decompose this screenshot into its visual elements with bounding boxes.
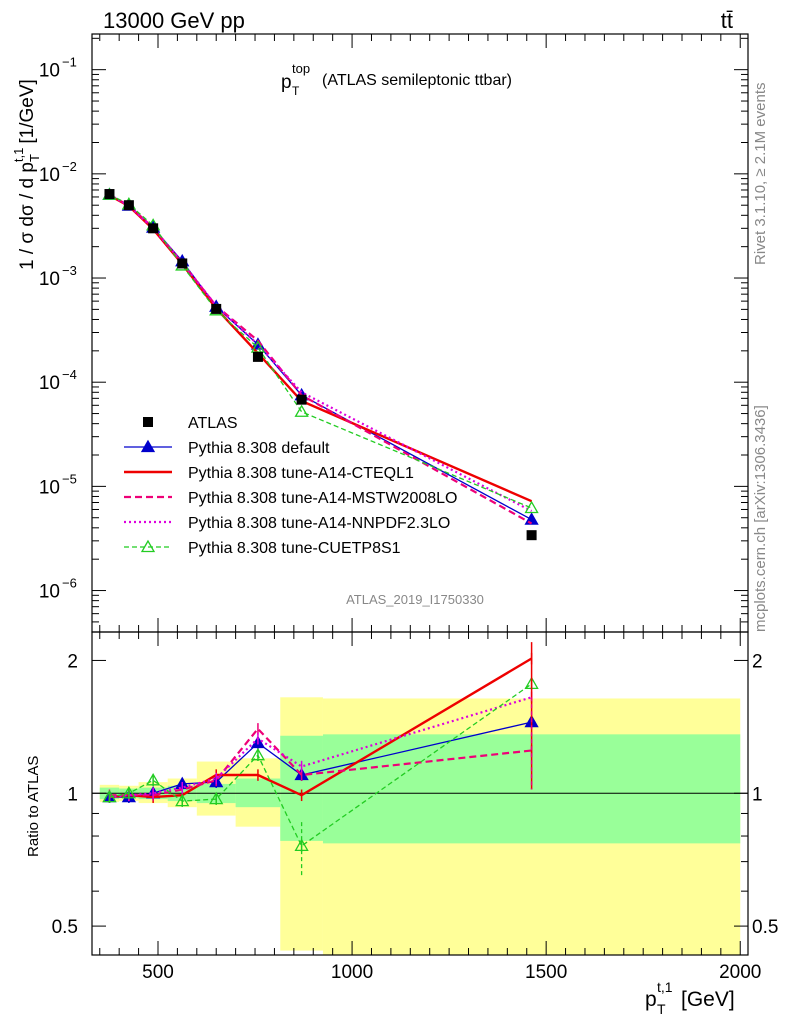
y-axis-label-top: 1 / σ dσ / d pTt,1 [1/GeV] <box>11 79 42 270</box>
title-sub: T <box>292 84 300 98</box>
y-tick-label-top: 10 <box>39 61 60 82</box>
y-tick-label-top: 10 <box>39 165 60 186</box>
y-tick-label-top-exp: −2 <box>62 159 77 174</box>
marker-atlas <box>296 394 307 405</box>
y-axis-label-bottom: Ratio to ATLAS <box>25 756 42 857</box>
svg-text:(ATLAS semileptonic ttbar): (ATLAS semileptonic ttbar) <box>322 72 512 89</box>
marker-cuetp <box>294 404 309 417</box>
svg-text:t,1: t,1 <box>657 979 673 995</box>
legend-label-nnpdf: Pythia 8.308 tune-A14-NNPDF2.3LO <box>188 515 450 532</box>
x-axis-label: p T t,1 [GeV] <box>645 979 735 1017</box>
y-tick-label-bottom-right: 0.5 <box>752 917 778 938</box>
marker-atlas <box>211 303 222 314</box>
legend-label-cteq: Pythia 8.308 tune-A14-CTEQL1 <box>188 465 414 482</box>
legend-label-mstw: Pythia 8.308 tune-A14-MSTW2008LO <box>188 490 457 507</box>
legend: ATLAS Pythia 8.308 default Pythia 8.308 tu… <box>124 415 457 557</box>
data-series <box>102 187 539 876</box>
svg-text:T: T <box>292 84 300 98</box>
ylabel-top-main: 1 / σ dσ / d p <box>17 162 38 270</box>
xlabel-sub: T <box>657 1001 666 1017</box>
legend-swatch-atlas <box>143 417 153 427</box>
marker-cuetp <box>175 793 190 807</box>
y-tick-label-top-exp: −5 <box>62 471 77 486</box>
curve-ratio-cuetp <box>109 683 532 847</box>
x-tick-label: 2000 <box>719 962 761 983</box>
axis-ticks: 10−610−510−410−310−210 −1500 1000 1500 20000… <box>39 34 778 983</box>
y-tick-label-bottom-left: 1 <box>67 784 78 805</box>
svg-text:[GeV]: [GeV] <box>681 988 735 1011</box>
y-tick-label-top-exp: −1 <box>62 55 77 70</box>
marker-atlas <box>177 258 188 269</box>
marker-cuetp <box>524 500 539 514</box>
svg-text:p: p <box>281 72 292 93</box>
marker-atlas <box>148 223 159 234</box>
legend-label-cuetp: Pythia 8.308 tune-CUETP8S1 <box>188 540 401 557</box>
y-tick-label-bottom-right: 2 <box>752 651 763 672</box>
svg-text:1 / σ dσ / d pTt,1[1/GeV]: 1 / σ dσ / d pTt,1 [1/GeV] <box>11 79 42 270</box>
marker-atlas <box>123 200 134 211</box>
y-tick-label-top: 10 <box>39 477 60 498</box>
marker-cuetp <box>146 772 161 786</box>
svg-text:top: top <box>292 61 310 76</box>
legend-marker-cuetp <box>140 539 156 553</box>
mcplots-label: mcplots.cern.ch [arXiv:1306.3436] <box>752 405 769 632</box>
analysis-watermark: ATLAS_2019_I1750330 <box>346 592 484 607</box>
y-tick-label-top-exp: −3 <box>62 263 77 278</box>
xlabel-sup: t,1 <box>657 979 673 995</box>
legend-label-atlas: ATLAS <box>188 415 238 432</box>
x-tick-label: 500 <box>142 962 174 983</box>
y-tick-label-top-exp: −6 <box>62 576 77 591</box>
marker-cuetp <box>209 791 224 805</box>
marker-cuetp <box>102 789 117 803</box>
marker-cuetp <box>121 785 136 799</box>
y-tick-label-top: 10 <box>39 269 60 290</box>
marker-atlas <box>252 351 263 362</box>
xlabel-symbol: p <box>645 988 657 1011</box>
header-energy: 13000 GeV pp <box>103 8 245 33</box>
y-tick-label-bottom-left: 2 <box>67 651 78 672</box>
xlabel-unit: [GeV] <box>681 988 735 1011</box>
marker-atlas <box>526 530 537 541</box>
curve-top-nnpdf <box>108 193 533 512</box>
x-tick-label: 1000 <box>331 962 373 983</box>
y-tick-label-bottom-left: 0.5 <box>52 917 78 938</box>
main-title: p T top (ATLAS semileptonic ttbar) <box>281 61 512 98</box>
title-text: (ATLAS semileptonic ttbar) <box>322 72 512 89</box>
ylabel-top-sub: T <box>27 154 42 162</box>
title-symbol: p <box>281 72 292 93</box>
x-tick-label: 1500 <box>525 962 567 983</box>
ylabel-top-unit: [1/GeV] <box>17 79 38 143</box>
ratio-uncertainty-bands <box>92 697 748 955</box>
y-tick-label-top-exp: −4 <box>62 367 77 382</box>
legend-label-default: Pythia 8.308 default <box>188 440 330 457</box>
svg-text:p: p <box>645 988 657 1011</box>
marker-cuetp <box>250 747 266 761</box>
y-tick-label-top: 10 <box>39 582 60 603</box>
rivet-version-label: Rivet 3.1.10, ≥ 2.1M events <box>752 83 769 266</box>
ylabel-top-sup: t,1 <box>11 148 26 162</box>
marker-atlas <box>104 189 115 200</box>
header-process: tt̄ <box>721 8 733 33</box>
svg-text:T: T <box>657 1001 666 1017</box>
y-tick-label-top: 10 <box>39 373 60 394</box>
curve-top-cuetp <box>109 194 532 509</box>
title-sup: top <box>292 61 310 76</box>
curve-ratio-nnpdf <box>109 696 532 799</box>
legend-marker-default <box>140 439 156 453</box>
y-tick-label-bottom-right: 1 <box>752 784 763 805</box>
